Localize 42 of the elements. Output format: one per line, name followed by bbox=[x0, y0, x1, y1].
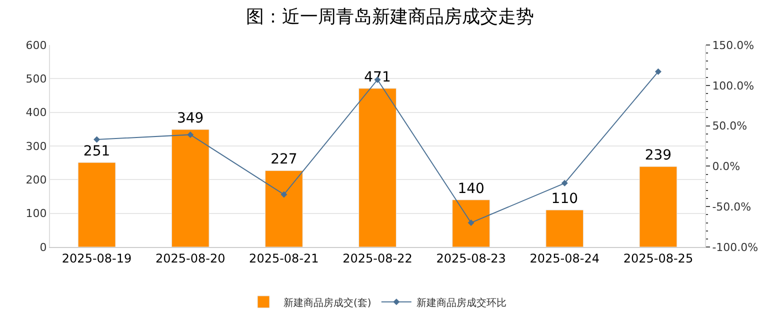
y2-tick-label: -50.0% bbox=[712, 200, 752, 214]
x-tick-label: 2025-08-19 bbox=[62, 251, 132, 266]
x-tick-label: 2025-08-24 bbox=[530, 251, 600, 266]
data-label: 140 bbox=[458, 180, 484, 197]
point bbox=[187, 131, 194, 138]
bar bbox=[639, 166, 678, 247]
y-tick-label: 200 bbox=[26, 174, 47, 187]
y-tick-label: 100 bbox=[26, 207, 47, 220]
y2-tick-label: 100.0% bbox=[712, 79, 754, 92]
point bbox=[561, 180, 568, 186]
legend-label: 新建商品房成交(套) bbox=[284, 296, 372, 309]
bar bbox=[358, 88, 396, 247]
data-label: 227 bbox=[270, 152, 298, 168]
data-label: 251 bbox=[83, 144, 110, 160]
y-tick-label: 500 bbox=[26, 72, 47, 86]
x-tick-label: 2025-08-21 bbox=[249, 251, 319, 266]
bar bbox=[264, 170, 303, 247]
bar bbox=[546, 210, 584, 247]
y2-tick-label: 50.0% bbox=[712, 120, 748, 133]
bar bbox=[78, 162, 116, 247]
bar bbox=[171, 129, 210, 247]
x-tick-label: 2025-08-22 bbox=[342, 251, 412, 266]
y2-tick-label: 0.0% bbox=[712, 160, 740, 174]
y-tick-label: 600 bbox=[26, 38, 47, 52]
y-tick-label: 300 bbox=[26, 140, 47, 153]
bar bbox=[452, 200, 490, 247]
y2-tick-label: -100.0% bbox=[712, 240, 758, 254]
legend-label: 新建商品房成交环比 bbox=[416, 296, 506, 309]
point bbox=[654, 68, 662, 75]
y-tick-label: 400 bbox=[26, 106, 47, 120]
y2-tick-label: 150.0% bbox=[712, 38, 754, 52]
y-tick-label: 0 bbox=[40, 240, 47, 254]
point bbox=[280, 191, 288, 198]
data-label: 239 bbox=[644, 148, 672, 164]
x-tick-label: 2025-08-20 bbox=[155, 251, 226, 266]
point bbox=[94, 136, 100, 143]
chart-title: 图：近一周青岛新建商品房成交走势 bbox=[246, 6, 534, 28]
data-label: 110 bbox=[551, 190, 578, 207]
data-label: 349 bbox=[176, 110, 204, 126]
x-tick-label: 2025-08-25 bbox=[623, 251, 694, 266]
x-tick-label: 2025-08-23 bbox=[436, 251, 506, 266]
point bbox=[468, 220, 474, 226]
